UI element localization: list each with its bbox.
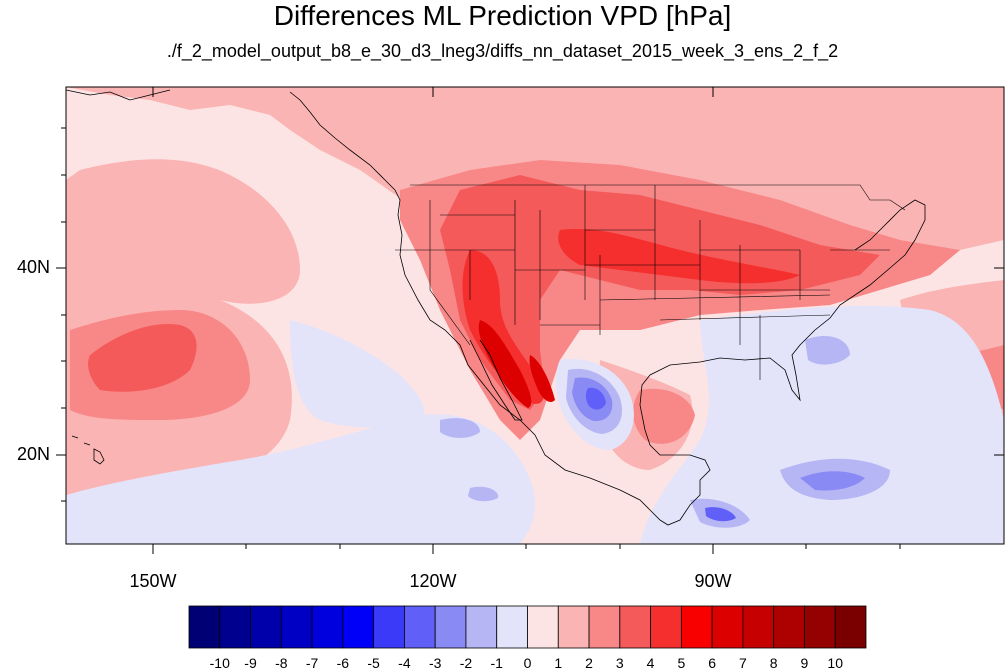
field-peak-pos-baja-2 xyxy=(529,355,555,402)
lon-label-120w: 120W xyxy=(409,571,457,591)
colorbar-swatch xyxy=(496,605,528,649)
colorbar-swatch xyxy=(219,605,251,649)
colorbar-swatch xyxy=(834,605,867,649)
us-canada-border xyxy=(410,184,906,211)
colorbar-tick-label: -8 xyxy=(275,655,288,671)
colorbar-swatch xyxy=(711,605,744,649)
colorbar-tick-label: 2 xyxy=(585,655,593,671)
map-field xyxy=(66,87,1004,544)
state-boundaries xyxy=(395,184,906,380)
field-light-neg-caribbean xyxy=(640,305,1004,544)
north-america-coastline xyxy=(394,189,926,526)
colorbar-swatch xyxy=(557,605,590,649)
field-light-neg-south-pacific xyxy=(66,414,535,544)
field-strong-neg-caribbean xyxy=(800,471,865,491)
field-very-strong-neg-texas xyxy=(585,387,606,410)
field-mid-neg-pacific-1 xyxy=(440,418,480,438)
map-title: Differences ML Prediction VPD [hPa] xyxy=(273,0,732,31)
colorbar-tick-label: 1 xyxy=(554,655,563,671)
colorbar xyxy=(188,605,867,649)
field-very-strong-pos-sw xyxy=(462,250,545,404)
hawaii-islands xyxy=(71,435,105,465)
colorbar-swatch xyxy=(311,605,344,649)
colorbar-tick-label: -2 xyxy=(459,655,473,671)
map-subtitle: ./f_2_model_output_b8_e_30_d3_lneg3/diff… xyxy=(166,41,839,61)
field-very-strong-neg-central-america xyxy=(705,507,736,522)
colorbar-swatch xyxy=(373,605,405,649)
colorbar-tick-label: -4 xyxy=(398,655,411,671)
colorbar-swatch xyxy=(280,605,313,649)
colorbar-swatch xyxy=(619,605,651,649)
colorbar-tick-label: -1 xyxy=(490,655,503,671)
colorbar-tick-label: 7 xyxy=(739,655,747,671)
colorbar-swatch xyxy=(773,605,805,649)
colorbar-tick-label: 9 xyxy=(800,655,809,671)
colorbar-tick-label: 3 xyxy=(615,655,624,671)
lon-label-150w: 150W xyxy=(129,571,177,591)
colorbar-tick-label: -7 xyxy=(305,655,319,671)
colorbar-tick-label: 0 xyxy=(523,655,532,671)
colorbar-swatch xyxy=(465,605,498,649)
lon-label-90w: 90W xyxy=(694,571,732,591)
colorbar-swatch xyxy=(527,605,559,649)
baja-california-coast xyxy=(469,339,523,421)
colorbar-tick-label: 5 xyxy=(677,655,686,671)
field-strong-pos-us xyxy=(440,175,880,410)
map-ticks xyxy=(56,87,1004,554)
lat-label-20n: 20N xyxy=(16,444,50,464)
colorbar-swatch xyxy=(680,605,713,649)
colorbar-tick-label: -9 xyxy=(244,655,257,671)
colorbar-swatch xyxy=(250,605,282,649)
field-peak-pos-baja xyxy=(478,320,532,408)
canada-coast xyxy=(289,91,396,191)
colorbar-tick-label: 6 xyxy=(708,655,717,671)
field-strong-pos-hawaii xyxy=(88,324,197,392)
colorbar-tick-label: -6 xyxy=(336,655,350,671)
field-mid-neg-florida xyxy=(805,335,850,365)
colorbar-tick-label: 10 xyxy=(827,655,843,671)
colorbar-swatch xyxy=(804,605,836,649)
colorbar-tick-label: -10 xyxy=(209,655,230,671)
field-light-neg-west xyxy=(290,320,424,428)
lat-label-40n: 40N xyxy=(16,257,50,277)
colorbar-swatch xyxy=(588,605,621,649)
colorbar-swatch xyxy=(434,605,467,649)
colorbar-tick-label: -3 xyxy=(428,655,442,671)
colorbar-tick-label: 4 xyxy=(646,655,655,671)
field-mid-neg-pacific-2 xyxy=(468,486,499,502)
field-very-strong-pos-plains xyxy=(558,229,800,284)
colorbar-swatch xyxy=(650,605,682,649)
field-light-pos-ne-pacific xyxy=(66,159,300,304)
colorbar-swatch xyxy=(188,605,221,649)
field-mid-pos-gulf xyxy=(633,388,695,444)
colorbar-swatch xyxy=(404,605,436,649)
colorbar-swatch xyxy=(742,605,775,649)
colorbar-swatch xyxy=(342,605,375,649)
colorbar-tick-label: 8 xyxy=(769,655,778,671)
colorbar-tick-label: -5 xyxy=(367,655,380,671)
